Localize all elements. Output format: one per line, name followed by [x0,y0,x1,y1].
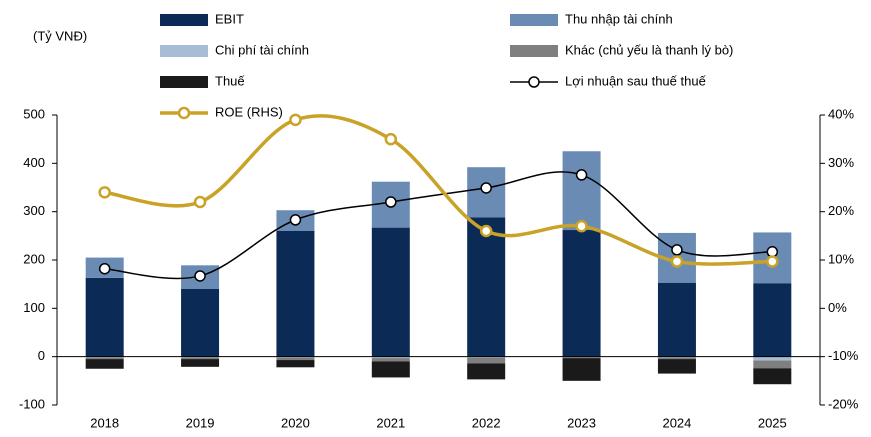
y-tick-label: 200 [23,251,45,266]
bar [753,368,791,384]
line-marker [672,256,682,266]
bar [753,357,791,361]
y2-tick-label: 30% [828,155,854,170]
bar [276,231,314,357]
bar [86,278,124,357]
bar [753,283,791,356]
y-tick-label: 0 [38,348,45,363]
line-marker [195,271,205,281]
line-marker [481,183,491,193]
bar [181,359,219,367]
x-tick-label: 2023 [567,415,596,430]
bar [658,358,696,359]
legend-swatch [510,14,558,26]
line-marker [195,197,205,207]
line-marker [386,134,396,144]
y-tick-label: -100 [19,396,45,411]
legend-label: EBIT [215,11,244,26]
legend-marker [529,77,539,87]
bar [658,283,696,357]
legend-swatch [160,14,208,26]
bar [181,289,219,357]
line-marker [386,197,396,207]
bar [658,359,696,374]
legend-label: Thuế [215,73,245,88]
unit-label: (Tỷ VNĐ) [33,28,87,43]
x-tick-label: 2020 [281,415,310,430]
y-tick-label: 400 [23,155,45,170]
legend-swatch [160,45,208,57]
legend-swatch [160,76,208,88]
x-tick-label: 2022 [472,415,501,430]
legend-label: Chi phí tài chính [215,42,309,57]
bar [276,358,314,360]
x-tick-label: 2024 [662,415,691,430]
x-tick-label: 2019 [186,415,215,430]
line-marker [577,170,587,180]
bar [372,362,410,378]
line-marker [672,245,682,255]
bar [753,361,791,369]
legend-label: Khác (chủ yếu là thanh lý bò) [565,42,733,57]
legend-label: Thu nhập tài chính [565,11,673,26]
legend-marker [179,108,189,118]
x-tick-label: 2025 [758,415,787,430]
y2-tick-label: 40% [828,106,854,121]
bar [563,151,601,230]
y2-tick-label: 10% [828,251,854,266]
bar [563,230,601,357]
bar [86,358,124,359]
y2-tick-label: 0% [828,300,847,315]
x-tick-label: 2021 [376,415,405,430]
y-tick-label: 300 [23,203,45,218]
bar [563,358,601,381]
line-marker [100,264,110,274]
bar [86,359,124,369]
bar [467,217,505,356]
y-tick-label: 500 [23,106,45,121]
bar [372,358,410,361]
line-marker [290,115,300,125]
bar [467,358,505,364]
bar [181,358,219,359]
y2-tick-label: 20% [828,203,854,218]
y2-tick-label: -20% [828,396,859,411]
line-marker [290,215,300,225]
bar [467,363,505,379]
line-marker [767,256,777,266]
bar [372,228,410,357]
line-marker [100,187,110,197]
legend-label: ROE (RHS) [215,104,283,119]
legend-swatch [510,45,558,57]
line-marker [481,226,491,236]
y-tick-label: 100 [23,300,45,315]
bar [276,360,314,367]
x-tick-label: 2018 [90,415,119,430]
legend-label: Lợi nhuận sau thuế thuế [565,73,707,88]
y2-tick-label: -10% [828,348,859,363]
line-marker [577,221,587,231]
bar [563,357,601,358]
